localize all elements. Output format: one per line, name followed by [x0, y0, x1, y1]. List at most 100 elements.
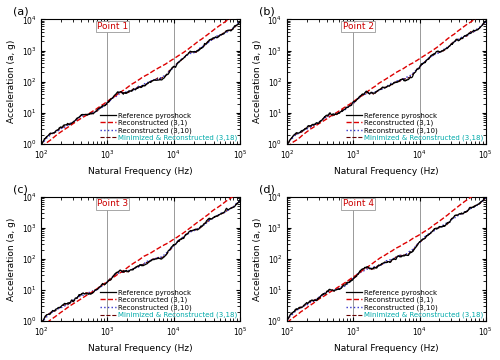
- Reference pyroshock: [38, 142, 44, 146]
- Legend: Reference pyroshock, Reconstructed (3,1), Reconstructed (3,10), Minimized & Reco: Reference pyroshock, Reconstructed (3,1)…: [346, 112, 484, 142]
- Reconstructed (3,10): [392, 80, 398, 84]
- Reconstructed (3,10): [134, 86, 140, 90]
- Reference pyroshock: [132, 87, 138, 92]
- Minimized & Reconstructed (3,18): [378, 86, 384, 90]
- Reference pyroshock: [402, 253, 408, 257]
- Reconstructed (3,10): [482, 195, 488, 200]
- Reference pyroshock: [284, 318, 290, 322]
- Reference pyroshock: [392, 257, 398, 261]
- Reconstructed (3,10): [232, 203, 238, 207]
- Line: Reconstructed (3,1): Reconstructed (3,1): [287, 12, 486, 147]
- Reconstructed (3,10): [284, 318, 290, 322]
- Y-axis label: Acceleration (a, g): Acceleration (a, g): [253, 217, 262, 301]
- Minimized & Reconstructed (3,18): [201, 44, 207, 48]
- Reference pyroshock: [392, 81, 398, 85]
- Reconstructed (3,10): [132, 266, 138, 270]
- Reference pyroshock: [146, 80, 152, 85]
- Reference pyroshock: [132, 266, 138, 270]
- Minimized & Reconstructed (3,18): [447, 219, 453, 223]
- Reconstructed (3,10): [447, 219, 453, 224]
- Minimized & Reconstructed (3,18): [156, 256, 162, 260]
- Minimized & Reconstructed (3,18): [378, 262, 384, 266]
- Reconstructed (3,1): [201, 215, 207, 220]
- Text: Point 3: Point 3: [97, 199, 128, 208]
- Reconstructed (3,1): [232, 193, 238, 197]
- Minimized & Reconstructed (3,18): [482, 19, 488, 23]
- Reconstructed (3,1): [134, 259, 140, 264]
- Reconstructed (3,10): [284, 142, 290, 146]
- Reference pyroshock: [482, 19, 488, 23]
- Text: (b): (b): [260, 7, 275, 17]
- Reference pyroshock: [380, 261, 386, 266]
- Minimized & Reconstructed (3,18): [132, 265, 138, 269]
- Reconstructed (3,1): [392, 247, 398, 251]
- Reference pyroshock: [402, 78, 408, 83]
- Minimized & Reconstructed (3,18): [201, 222, 207, 226]
- Text: Point 1: Point 1: [97, 22, 128, 31]
- Y-axis label: Acceleration (a, g): Acceleration (a, g): [7, 40, 16, 123]
- Line: Minimized & Reconstructed (3,18): Minimized & Reconstructed (3,18): [287, 197, 486, 320]
- Minimized & Reconstructed (3,18): [284, 318, 290, 322]
- Reference pyroshock: [134, 265, 140, 269]
- Minimized & Reconstructed (3,18): [237, 19, 243, 23]
- X-axis label: Natural Frequency (Hz): Natural Frequency (Hz): [88, 344, 193, 353]
- Reference pyroshock: [38, 320, 44, 325]
- Y-axis label: Acceleration (a, g): Acceleration (a, g): [253, 40, 262, 123]
- Reference pyroshock: [478, 199, 484, 204]
- Reconstructed (3,1): [38, 145, 44, 149]
- Minimized & Reconstructed (3,18): [478, 24, 484, 29]
- Reconstructed (3,10): [380, 262, 386, 266]
- Line: Reconstructed (3,10): Reconstructed (3,10): [287, 198, 486, 320]
- Reconstructed (3,1): [378, 255, 384, 259]
- Minimized & Reconstructed (3,18): [132, 87, 138, 91]
- Minimized & Reconstructed (3,18): [146, 81, 152, 85]
- Reconstructed (3,10): [146, 80, 152, 84]
- Reference pyroshock: [284, 141, 290, 146]
- Line: Reconstructed (3,10): Reconstructed (3,10): [287, 22, 486, 144]
- Reconstructed (3,1): [402, 65, 408, 69]
- Line: Minimized & Reconstructed (3,18): Minimized & Reconstructed (3,18): [42, 200, 240, 323]
- Reconstructed (3,1): [447, 211, 453, 215]
- Reference pyroshock: [201, 222, 207, 226]
- Reconstructed (3,10): [232, 24, 238, 28]
- Reconstructed (3,1): [380, 79, 386, 83]
- Reconstructed (3,10): [478, 200, 484, 204]
- Minimized & Reconstructed (3,18): [284, 141, 290, 146]
- Text: (d): (d): [260, 184, 275, 194]
- Minimized & Reconstructed (3,18): [237, 198, 243, 202]
- Reference pyroshock: [232, 204, 238, 208]
- Reconstructed (3,1): [378, 80, 384, 84]
- Reconstructed (3,1): [478, 188, 484, 193]
- Minimized & Reconstructed (3,18): [232, 203, 238, 207]
- Text: (a): (a): [14, 7, 29, 17]
- Reconstructed (3,1): [284, 145, 290, 149]
- Reference pyroshock: [448, 43, 454, 48]
- Reconstructed (3,10): [237, 198, 243, 202]
- Line: Reconstructed (3,1): Reconstructed (3,1): [42, 192, 240, 328]
- Reconstructed (3,10): [378, 262, 384, 267]
- Text: Point 2: Point 2: [342, 22, 374, 31]
- Legend: Reference pyroshock, Reconstructed (3,1), Reconstructed (3,10), Minimized & Reco: Reference pyroshock, Reconstructed (3,1)…: [346, 289, 484, 319]
- Reference pyroshock: [482, 194, 488, 199]
- Reconstructed (3,1): [237, 9, 243, 14]
- X-axis label: Natural Frequency (Hz): Natural Frequency (Hz): [334, 167, 438, 176]
- Reference pyroshock: [237, 19, 243, 24]
- Reference pyroshock: [478, 24, 484, 28]
- Reconstructed (3,1): [284, 320, 290, 325]
- Reconstructed (3,1): [402, 241, 408, 245]
- Line: Minimized & Reconstructed (3,18): Minimized & Reconstructed (3,18): [42, 21, 240, 144]
- Minimized & Reconstructed (3,18): [402, 77, 408, 81]
- Minimized & Reconstructed (3,18): [134, 264, 140, 269]
- Reference pyroshock: [284, 141, 290, 146]
- Reconstructed (3,1): [134, 79, 140, 84]
- Reconstructed (3,10): [378, 87, 384, 91]
- Reconstructed (3,1): [478, 13, 484, 17]
- Minimized & Reconstructed (3,18): [482, 195, 488, 199]
- Line: Reconstructed (3,10): Reconstructed (3,10): [42, 200, 240, 323]
- X-axis label: Natural Frequency (Hz): Natural Frequency (Hz): [88, 167, 193, 176]
- Reconstructed (3,1): [447, 35, 453, 39]
- Reference pyroshock: [237, 198, 243, 202]
- Legend: Reference pyroshock, Reconstructed (3,1), Reconstructed (3,10), Minimized & Reco: Reference pyroshock, Reconstructed (3,1)…: [100, 112, 238, 142]
- Reconstructed (3,1): [380, 254, 386, 258]
- Reconstructed (3,1): [132, 260, 138, 264]
